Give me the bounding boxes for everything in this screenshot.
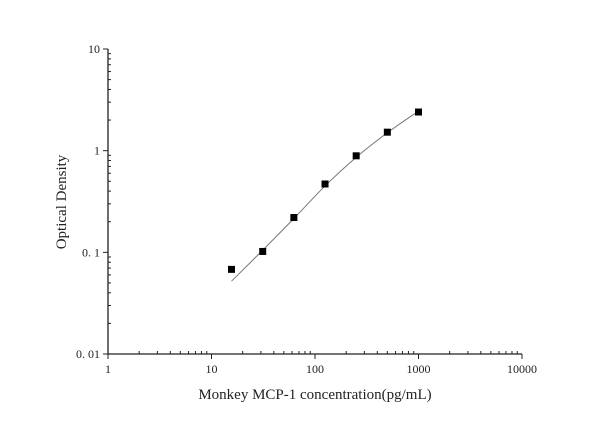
data-point [259,247,267,255]
x-tick-label: 10000 [507,362,537,376]
axes [103,48,523,359]
x-tick-label: 1 [105,362,111,376]
data-point [383,128,391,136]
data-point [227,265,235,273]
data-point [290,214,298,222]
data-point [321,180,329,188]
tick-labels: 1 10 100 1000 10000 0. 01 0. 1 1 10 [76,42,537,376]
y-tick-label: 0. 01 [76,347,100,361]
y-tick-label: 1 [94,144,100,158]
data-point [352,152,360,160]
x-axis-label: Monkey MCP-1 concentration(pg/mL) [198,387,431,403]
y-tick-label: 10 [88,42,100,56]
y-tick-label: 0. 1 [82,245,100,259]
data-point [415,108,422,116]
x-tick-label: 10 [206,362,218,376]
x-tick-label: 100 [306,362,324,376]
data-points [227,108,422,273]
y-axis-label: Optical Density [54,154,70,249]
fit-curve [231,110,419,282]
x-tick-label: 1000 [407,362,431,376]
